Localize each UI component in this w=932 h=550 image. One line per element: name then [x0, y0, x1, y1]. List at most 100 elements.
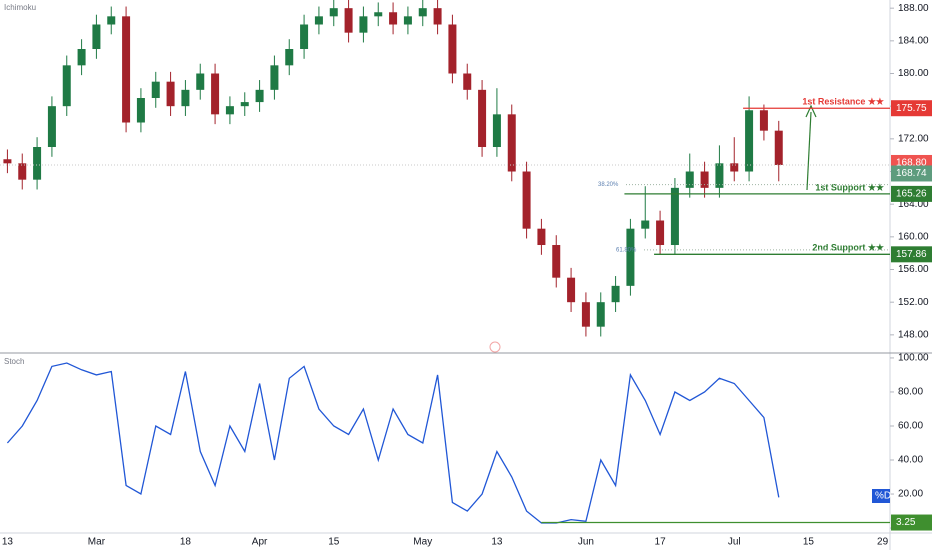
price-box — [891, 185, 932, 202]
fib-label: 38.20% — [598, 182, 619, 188]
candle-body — [18, 163, 27, 180]
candle-body — [507, 114, 516, 172]
candle-body — [166, 81, 175, 107]
x-tick-label: 18 — [180, 537, 192, 548]
candle-body — [374, 12, 383, 17]
price-box — [891, 100, 932, 117]
candle-body — [270, 65, 279, 90]
price-box-label: 3.25 — [896, 517, 916, 528]
candle-body — [403, 16, 412, 25]
candle-body — [463, 73, 472, 90]
x-tick-label: 13 — [491, 537, 503, 548]
arrow-head — [805, 104, 817, 118]
candle-body — [448, 24, 457, 74]
y-tick-label: 160.00 — [898, 231, 929, 242]
candle-body — [730, 163, 739, 172]
candle-body — [3, 159, 12, 164]
candle-body — [107, 16, 116, 25]
projection-arrow — [806, 111, 812, 191]
x-tick-label: 29 — [877, 537, 889, 548]
candle-body — [685, 171, 694, 188]
stoch-line — [6, 362, 780, 524]
y-tick-label: 188.00 — [898, 3, 929, 14]
y-tick-label: 60.00 — [898, 421, 923, 432]
candle-body — [715, 163, 724, 188]
x-tick-label: 15 — [328, 537, 340, 548]
price-box-label: 175.75 — [896, 103, 927, 114]
candle-body — [745, 110, 754, 172]
legend-box — [872, 489, 890, 503]
candle-body — [300, 24, 309, 50]
y-tick-label: 20.00 — [898, 489, 923, 500]
y-tick-label: 172.00 — [898, 133, 929, 144]
price-box-label: 168.74 — [896, 168, 927, 179]
x-tick-label: Jul — [728, 537, 741, 548]
price-box-label: 168.80 — [896, 158, 927, 169]
candle-body — [47, 106, 56, 148]
candle-body — [700, 171, 709, 188]
candle-body — [225, 106, 234, 115]
y-tick-label: 180.00 — [898, 68, 929, 79]
y-tick-label: 184.00 — [898, 35, 929, 46]
candle-body — [240, 102, 249, 107]
price-box-label: 165.26 — [896, 189, 927, 200]
fib-label: 61.80% — [616, 247, 637, 253]
candle-body — [122, 16, 131, 123]
candle-body — [611, 285, 620, 303]
legend-label: %D — [875, 491, 891, 502]
candle-body — [552, 245, 561, 278]
candle-body — [478, 89, 487, 148]
candle-body — [329, 8, 338, 17]
candle-body — [626, 228, 635, 286]
candle-body — [151, 81, 160, 99]
candle-body — [567, 277, 576, 303]
candle-body — [314, 16, 323, 25]
candle-body — [77, 49, 86, 66]
candle-body — [344, 8, 353, 33]
x-tick-label: 15 — [803, 537, 815, 548]
indicator-title: Stoch — [4, 357, 24, 366]
y-tick-label: 156.00 — [898, 264, 929, 275]
price-box — [891, 246, 932, 263]
candle-body — [581, 302, 590, 327]
y-tick-label: 148.00 — [898, 329, 929, 340]
y-tick-label: 152.00 — [898, 297, 929, 308]
x-tick-label: Apr — [252, 537, 268, 548]
candle-body — [537, 228, 546, 246]
candle-body — [596, 302, 605, 327]
candle-body — [211, 73, 220, 115]
candle-body — [670, 187, 679, 246]
candle-body — [285, 49, 294, 66]
candle-body — [33, 147, 42, 180]
candle-body — [522, 171, 531, 229]
x-tick-label: Mar — [88, 537, 106, 548]
price-box — [891, 165, 932, 182]
y-tick-label: 40.00 — [898, 455, 923, 466]
candle-body — [774, 130, 783, 165]
level-label: 2nd Support ★★ — [812, 243, 885, 253]
candle-body — [196, 73, 205, 90]
candle-body — [181, 89, 190, 107]
candle-body — [759, 110, 768, 131]
candle-body — [92, 24, 101, 50]
candle-body — [62, 65, 71, 107]
candle-body — [492, 114, 501, 148]
x-tick-label: May — [413, 537, 432, 548]
indicator-title: Ichimoku — [4, 3, 36, 12]
y-tick-label: 80.00 — [898, 387, 923, 398]
candle-body — [641, 220, 650, 229]
candle-body — [418, 8, 427, 17]
event-icon[interactable] — [489, 341, 501, 353]
price-box — [891, 514, 932, 531]
candle-body — [389, 12, 398, 25]
candle-body — [255, 89, 264, 103]
candle-body — [656, 220, 665, 246]
candle-body — [136, 98, 145, 123]
level-label: 1st Resistance ★★ — [802, 97, 885, 107]
candle-body — [359, 16, 368, 33]
x-tick-label: 13 — [2, 537, 14, 548]
y-tick-label: 100.00 — [898, 353, 929, 364]
x-tick-label: 17 — [655, 537, 667, 548]
